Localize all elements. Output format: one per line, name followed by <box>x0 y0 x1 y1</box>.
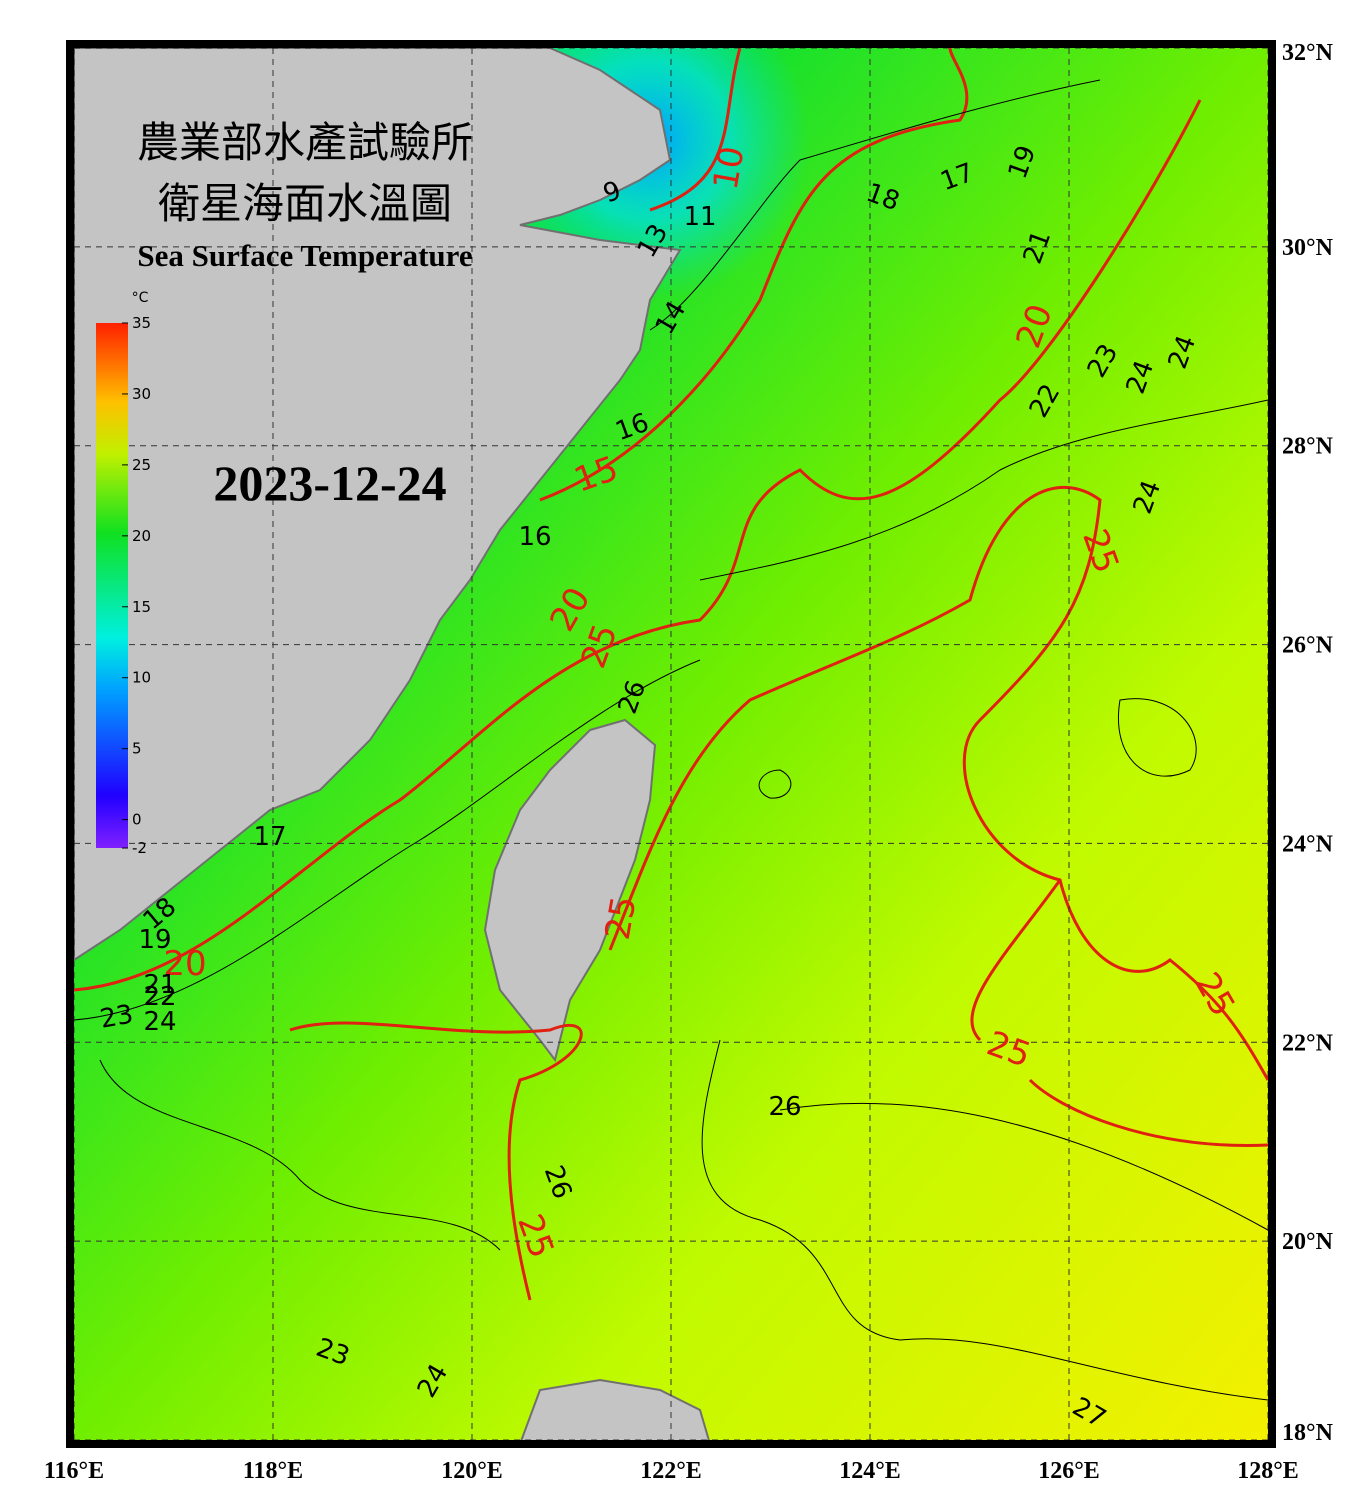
lon-label: 120°E <box>441 1458 503 1484</box>
date: 2023-12-24 <box>213 455 446 511</box>
title-zh-1: 農業部水產試驗所 <box>137 120 473 167</box>
title-zh-2: 衛星海面水溫圖 <box>158 182 452 228</box>
lon-label: 118°E <box>243 1458 303 1484</box>
contour-label: 22 <box>143 982 176 1012</box>
contour-label: 26 <box>768 1092 801 1122</box>
contour-label: 17 <box>253 822 286 852</box>
map-frame <box>66 40 1276 1448</box>
lon-label: 122°E <box>640 1458 702 1484</box>
land-luzon <box>520 1378 710 1440</box>
lat-label: 32°N <box>1282 40 1334 66</box>
isotherm-label: 25 <box>598 893 645 943</box>
colorbar-label: 10 <box>132 669 151 687</box>
colorbar-label: -2 <box>132 839 147 857</box>
land-china <box>74 48 682 962</box>
colorbar-label: 30 <box>132 385 151 403</box>
colorbar-unit: °C <box>132 290 149 306</box>
lat-label: 30°N <box>1282 235 1334 261</box>
lat-label: 24°N <box>1282 831 1334 857</box>
lat-label: 26°N <box>1282 633 1334 659</box>
colorbar-label: 35 <box>132 314 151 332</box>
lat-label: 28°N <box>1282 434 1334 460</box>
colorbar-label: 5 <box>132 740 142 758</box>
red-isotherms <box>74 48 1268 1301</box>
contour-label: 16 <box>518 522 551 552</box>
colorbar-label: 20 <box>132 527 151 545</box>
isotherm-label: 10 <box>706 143 753 193</box>
contour-label: 23 <box>98 999 136 1034</box>
isotherm-label: 20 <box>163 944 206 984</box>
colorbar <box>96 323 128 848</box>
colorbar-label: 25 <box>132 456 151 474</box>
lat-label: 18°N <box>1282 1420 1334 1446</box>
title-en: Sea Surface Temperature <box>137 238 472 273</box>
lat-label: 20°N <box>1282 1229 1334 1255</box>
colorbar-label: 0 <box>132 811 142 829</box>
contour-label: 24 <box>143 1007 176 1037</box>
lon-label: 128°E <box>1237 1458 1299 1484</box>
lon-label: 116°E <box>44 1458 104 1484</box>
contour-label: 21 <box>143 970 176 1000</box>
land-taiwan <box>483 718 657 1063</box>
lat-label: 22°N <box>1282 1030 1334 1056</box>
colorbar-label: 15 <box>132 598 151 616</box>
lon-label: 126°E <box>1038 1458 1100 1484</box>
lon-label: 124°E <box>839 1458 901 1484</box>
contour-label: 19 <box>138 925 171 955</box>
black-isotherms <box>74 79 1268 1401</box>
contour-label: 11 <box>683 202 716 232</box>
